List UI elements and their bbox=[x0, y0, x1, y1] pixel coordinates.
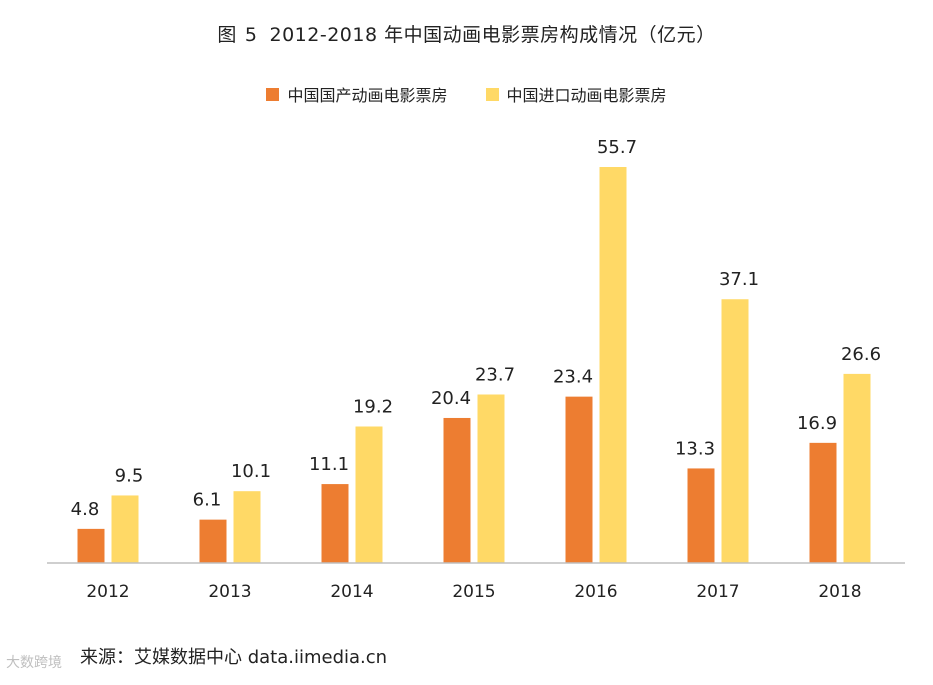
figure-number: 5 bbox=[244, 24, 258, 46]
legend-label-imported: 中国进口动画电影票房 bbox=[506, 86, 667, 105]
data-label-domestic-2018: 16.9 bbox=[797, 413, 837, 434]
legend-label-domestic: 中国国产动画电影票房 bbox=[287, 86, 448, 105]
legend-item-imported: 中国进口动画电影票房 bbox=[485, 82, 667, 106]
x-tick-label-2014: 2014 bbox=[330, 582, 373, 602]
bar-domestic-2017 bbox=[687, 468, 715, 563]
data-label-imported-2012: 9.5 bbox=[115, 465, 144, 486]
data-label-domestic-2013: 6.1 bbox=[193, 490, 222, 511]
bar-domestic-2015 bbox=[443, 417, 471, 563]
data-label-domestic-2014: 11.1 bbox=[309, 454, 349, 475]
data-label-imported-2014: 19.2 bbox=[353, 396, 393, 417]
data-label-imported-2016: 55.7 bbox=[597, 137, 637, 158]
bar-imported-2014 bbox=[355, 426, 383, 563]
bar-imported-2016 bbox=[599, 167, 627, 563]
x-tick-label-2012: 2012 bbox=[86, 582, 129, 602]
figure-label: 图 bbox=[217, 24, 237, 46]
data-label-domestic-2017: 13.3 bbox=[675, 438, 715, 459]
bar-domestic-2018 bbox=[809, 442, 837, 563]
legend-swatch-imported bbox=[485, 87, 499, 101]
x-tick-label-2016: 2016 bbox=[574, 582, 617, 602]
bar-domestic-2012 bbox=[77, 528, 105, 563]
bar-imported-2015 bbox=[477, 394, 505, 563]
bar-domestic-2014 bbox=[321, 484, 349, 563]
x-tick-label-2017: 2017 bbox=[696, 582, 739, 602]
figure-caption: 2012-2018 年中国动画电影票房构成情况（亿元） bbox=[269, 24, 716, 46]
legend-item-domestic: 中国国产动画电影票房 bbox=[266, 82, 448, 106]
data-label-domestic-2016: 23.4 bbox=[553, 367, 593, 388]
x-tick-label-2013: 2013 bbox=[208, 582, 251, 602]
bar-imported-2017 bbox=[721, 299, 749, 563]
chart-title: 图 5 2012-2018 年中国动画电影票房构成情况（亿元） bbox=[0, 20, 933, 47]
source-text: 来源：艾媒数据中心 data.iimedia.cn bbox=[80, 647, 388, 668]
bar-imported-2012 bbox=[111, 495, 139, 563]
legend-swatch-domestic bbox=[266, 87, 280, 101]
data-label-domestic-2015: 20.4 bbox=[431, 388, 471, 409]
data-label-domestic-2012: 4.8 bbox=[71, 499, 100, 520]
watermark: 大数跨境 bbox=[6, 655, 62, 671]
bar-domestic-2013 bbox=[199, 519, 227, 563]
x-tick-label-2018: 2018 bbox=[818, 582, 861, 602]
x-tick-label-2015: 2015 bbox=[452, 582, 495, 602]
data-label-imported-2015: 23.7 bbox=[475, 365, 515, 386]
legend: 中国国产动画电影票房 中国进口动画电影票房 bbox=[0, 82, 933, 106]
data-label-imported-2017: 37.1 bbox=[719, 269, 759, 290]
bar-domestic-2016 bbox=[565, 396, 593, 563]
data-label-imported-2013: 10.1 bbox=[231, 461, 271, 482]
bar-imported-2018 bbox=[843, 373, 871, 563]
bar-imported-2013 bbox=[233, 491, 261, 563]
data-label-imported-2018: 26.6 bbox=[841, 344, 881, 365]
